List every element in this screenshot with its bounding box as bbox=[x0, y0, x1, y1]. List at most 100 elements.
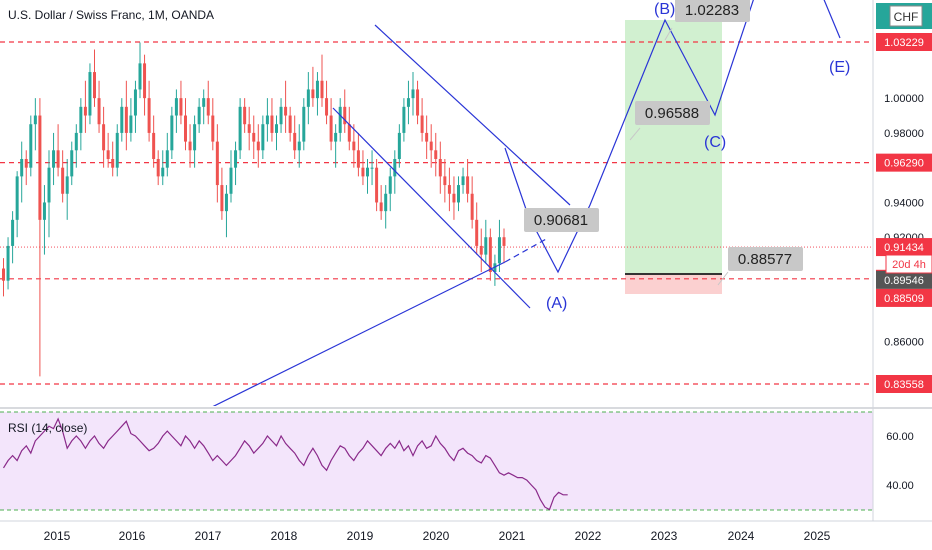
countdown-badge: 20d 4h bbox=[885, 254, 932, 274]
candle-body-44 bbox=[202, 98, 206, 107]
target-label-4-text: 0.88577 bbox=[738, 251, 792, 268]
rsi-line bbox=[2, 417, 568, 511]
support-trendline bbox=[212, 261, 506, 406]
candle-body-23 bbox=[106, 150, 110, 159]
y-tick-2: 0.94000 bbox=[884, 197, 924, 209]
candle-body-53 bbox=[243, 106, 247, 125]
candle-body-32 bbox=[147, 98, 151, 133]
candle-body-55 bbox=[252, 132, 256, 142]
support-trendline-projection bbox=[504, 237, 549, 263]
x-tick-2024: 2024 bbox=[728, 529, 755, 543]
candle-body-35 bbox=[161, 167, 165, 177]
candle-body-20 bbox=[93, 72, 96, 99]
candle-body-9 bbox=[42, 202, 46, 220]
candle-body-80 bbox=[366, 167, 369, 177]
target-label-1[interactable]: 1.02283 bbox=[675, 0, 750, 22]
candle-body-98 bbox=[447, 185, 451, 194]
candle-body-45 bbox=[206, 98, 210, 116]
candle-body-75 bbox=[343, 106, 347, 125]
candle-body-10 bbox=[47, 167, 51, 203]
candle-body-58 bbox=[265, 115, 269, 125]
wave-e-line bbox=[823, 0, 841, 39]
target-label-3[interactable]: 0.90681 bbox=[524, 208, 599, 232]
candle-body-38 bbox=[174, 98, 178, 116]
candle-body-54 bbox=[247, 124, 251, 133]
candle-body-85 bbox=[388, 176, 392, 194]
price-badge-1: 0.96290 bbox=[876, 153, 932, 172]
candle-body-68 bbox=[311, 89, 315, 99]
candle-body-106 bbox=[484, 237, 488, 255]
price-badge-text-2: 0.91434 bbox=[884, 242, 924, 254]
candle-body-5 bbox=[24, 158, 28, 168]
candle-body-101 bbox=[461, 176, 465, 186]
target-label-2-text: 0.96588 bbox=[645, 105, 699, 122]
candle-body-33 bbox=[152, 132, 156, 159]
price-pane[interactable] bbox=[0, 0, 873, 406]
candle-body-50 bbox=[229, 167, 233, 194]
time-axis[interactable]: 2015 2016 2017 2018 2019 2020 2021 2022 2023 2024… bbox=[44, 529, 831, 543]
candle-body-88 bbox=[402, 106, 406, 133]
candle-body-1 bbox=[6, 245, 10, 281]
candle-body-14 bbox=[65, 176, 69, 194]
candle-body-36 bbox=[165, 150, 169, 168]
candle-body-21 bbox=[97, 98, 101, 125]
candle-body-95 bbox=[434, 150, 438, 159]
candle-body-8 bbox=[38, 115, 42, 220]
candle-body-47 bbox=[215, 141, 219, 186]
y-tick-4: 0.86000 bbox=[884, 337, 924, 349]
price-badge-text-6: 0.83558 bbox=[884, 379, 924, 391]
candle-body-79 bbox=[361, 167, 365, 177]
rsi-axis[interactable]: 60.00 40.00 bbox=[886, 431, 914, 492]
x-tick-2020: 2020 bbox=[423, 529, 450, 543]
wave-label-b: (B) bbox=[654, 1, 675, 18]
candle-body-96 bbox=[438, 158, 442, 177]
candle-body-29 bbox=[133, 89, 137, 116]
chart-title: U.S. Dollar / Swiss Franc, 1M, OANDA bbox=[8, 8, 215, 22]
candle-body-62 bbox=[284, 106, 288, 116]
candle-body-61 bbox=[279, 106, 283, 125]
candle-body-19 bbox=[88, 72, 92, 116]
price-badge-6: 0.83558 bbox=[876, 375, 932, 393]
candle-body-70 bbox=[320, 80, 324, 99]
price-badges: 1.032290.962900.914340.896090.895460.885… bbox=[876, 33, 932, 393]
target-label-4[interactable]: 0.88577 bbox=[728, 247, 803, 271]
target-label-2[interactable]: 0.96588 bbox=[635, 101, 710, 125]
rsi-tick-0: 60.00 bbox=[886, 431, 914, 443]
candle-body-69 bbox=[315, 80, 319, 99]
price-badge-text-0: 1.03229 bbox=[884, 37, 924, 49]
candle-body-31 bbox=[143, 63, 147, 99]
currency-badge[interactable]: CHF bbox=[876, 3, 932, 29]
candle-body-92 bbox=[420, 115, 424, 133]
candle-body-65 bbox=[297, 141, 301, 151]
candle-body-107 bbox=[488, 237, 492, 272]
candle-body-22 bbox=[102, 124, 106, 151]
candle-body-109 bbox=[497, 237, 501, 264]
candle-body-39 bbox=[179, 98, 183, 116]
stop-zone bbox=[625, 274, 722, 294]
candle-body-82 bbox=[375, 167, 379, 203]
candle-body-91 bbox=[416, 89, 420, 116]
candle-body-67 bbox=[306, 89, 310, 107]
rsi-title: RSI (14, close) bbox=[8, 421, 88, 435]
price-badge-2: 0.91434 bbox=[876, 238, 932, 257]
candle-body-2 bbox=[11, 219, 15, 246]
candle-body-90 bbox=[411, 89, 415, 99]
candle-body-4 bbox=[20, 158, 24, 177]
candle-body-93 bbox=[425, 132, 429, 142]
countdown-text: 20d 4h bbox=[892, 259, 926, 271]
candle-body-40 bbox=[184, 115, 187, 142]
candle-body-26 bbox=[120, 106, 124, 133]
x-tick-2017: 2017 bbox=[195, 529, 222, 543]
profit-zone bbox=[625, 20, 722, 274]
candle-body-60 bbox=[275, 124, 278, 133]
currency-text: CHF bbox=[894, 10, 919, 24]
x-tick-2016: 2016 bbox=[119, 529, 146, 543]
candle-body-48 bbox=[220, 185, 224, 212]
candle-body-66 bbox=[302, 106, 306, 142]
rsi-tick-1: 40.00 bbox=[886, 480, 914, 492]
candle-body-78 bbox=[356, 150, 360, 168]
candle-body-99 bbox=[452, 193, 456, 203]
x-tick-2018: 2018 bbox=[271, 529, 298, 543]
